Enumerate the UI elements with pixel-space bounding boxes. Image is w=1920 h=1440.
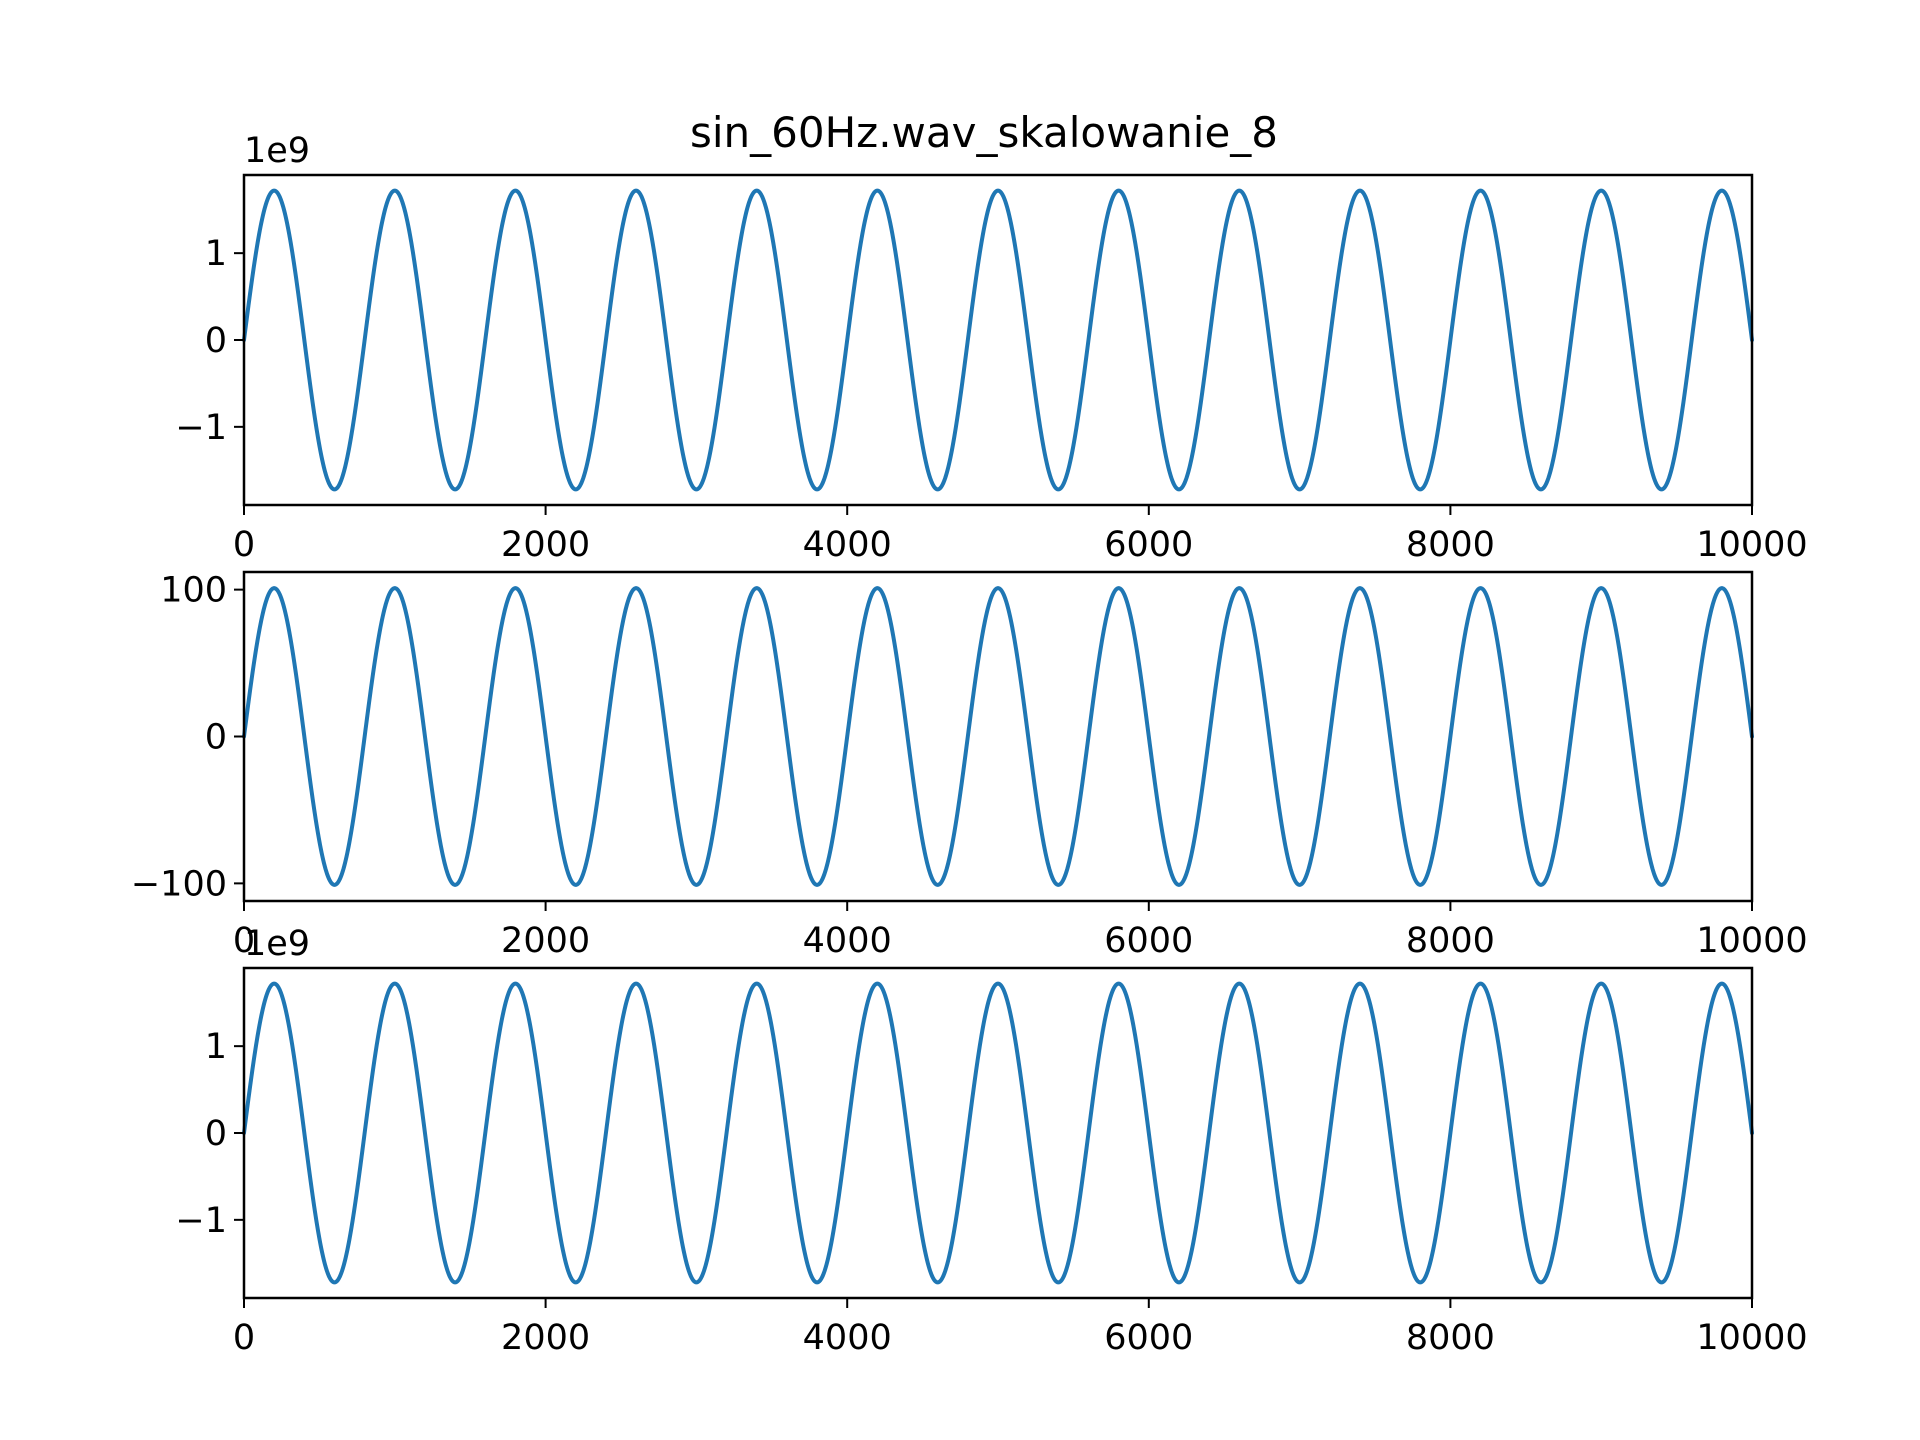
subplot-3: 0 2000 4000 6000 8000 10000 −1 0 1 1e9 xyxy=(175,924,1807,1358)
x-tick-label: 8000 xyxy=(1406,921,1495,961)
x-tick-label: 6000 xyxy=(1104,525,1193,565)
figure-title: sin_60Hz.wav_skalowanie_8 xyxy=(690,108,1278,157)
x-tick-label: 4000 xyxy=(803,1318,892,1358)
y-tick-label: 0 xyxy=(205,718,227,758)
x-tick-label: 8000 xyxy=(1406,1318,1495,1358)
y-tick-label: 0 xyxy=(205,1114,227,1154)
y-tick-label: 1 xyxy=(205,1027,227,1067)
x-tick-label: 0 xyxy=(233,525,255,565)
series-line-1-1 xyxy=(242,188,1754,492)
subplot-1: 0 2000 4000 6000 8000 10000 −1 0 1 1e9 xyxy=(175,131,1807,565)
x-tick-label: 2000 xyxy=(501,1318,590,1358)
x-tick-label: 10000 xyxy=(1696,1318,1807,1358)
offset-text: 1e9 xyxy=(244,131,310,171)
x-tick-label: 6000 xyxy=(1104,921,1193,961)
series-line-2-1 xyxy=(242,586,1754,887)
y-tick-label: −100 xyxy=(131,864,227,904)
series-line-3-1 xyxy=(242,981,1754,1285)
y-tick-label: 100 xyxy=(160,571,227,611)
x-tick-label: 10000 xyxy=(1696,921,1807,961)
y-tick-label: 0 xyxy=(205,321,227,361)
offset-text: 1e9 xyxy=(244,924,310,964)
x-tick-label: 2000 xyxy=(501,525,590,565)
x-tick-label: 6000 xyxy=(1104,1318,1193,1358)
x-tick-label: 4000 xyxy=(803,921,892,961)
y-tick-label: −1 xyxy=(175,1201,227,1241)
y-tick-label: 1 xyxy=(205,234,227,274)
x-tick-label: 0 xyxy=(233,1318,255,1358)
x-tick-label: 4000 xyxy=(803,525,892,565)
x-tick-label: 2000 xyxy=(501,921,590,961)
x-tick-label: 10000 xyxy=(1696,525,1807,565)
x-tick-label: 8000 xyxy=(1406,525,1495,565)
x-tick-label: 0 xyxy=(233,921,255,961)
y-tick-label: −1 xyxy=(175,408,227,448)
